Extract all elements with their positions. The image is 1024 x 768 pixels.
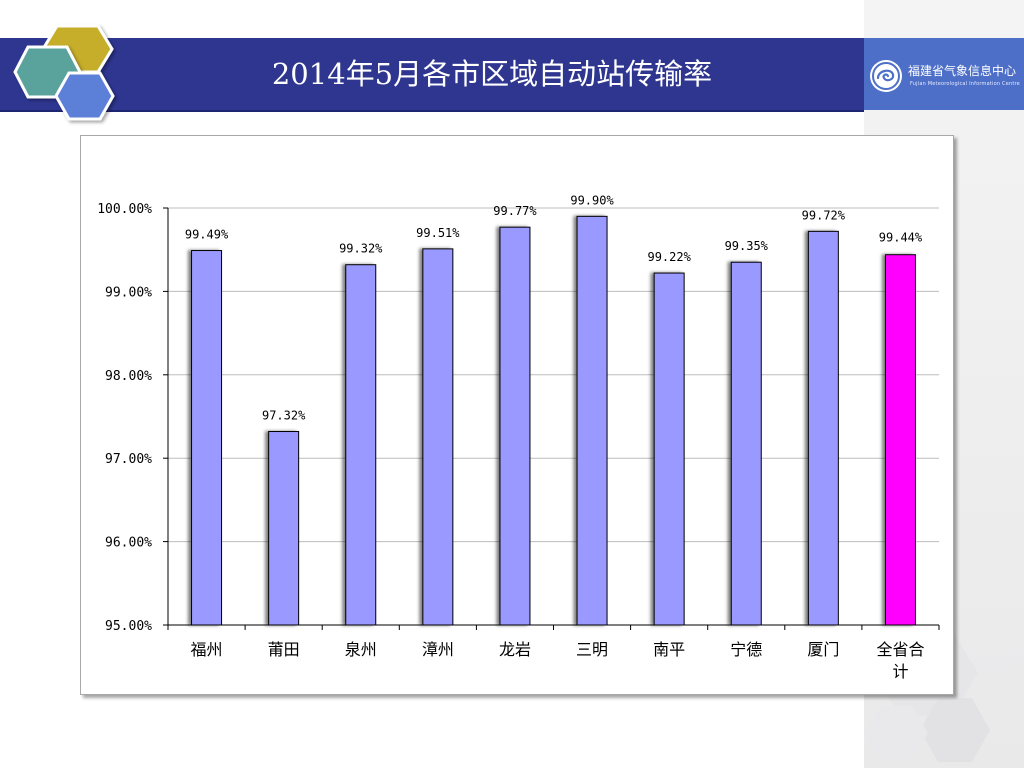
x-category-label: 漳州 bbox=[422, 640, 454, 659]
x-category-label: 计 bbox=[892, 662, 908, 681]
bar-province-total bbox=[884, 254, 916, 626]
y-tick-label: 100.00% bbox=[97, 202, 152, 217]
page-title: 2014年5月各市区域自动站传输率 bbox=[271, 57, 713, 91]
bar-chart: 95.00% 96.00% 97.00% 98.00% 99.00% 100.00% 99… bbox=[97, 193, 940, 681]
bar bbox=[345, 264, 377, 626]
x-category-label: 莆田 bbox=[268, 640, 300, 659]
y-tick-label: 95.00% bbox=[105, 619, 152, 634]
hexagon-blue bbox=[54, 71, 115, 121]
data-label: 99.49% bbox=[185, 228, 229, 242]
data-label: 99.77% bbox=[493, 204, 537, 218]
bar bbox=[807, 230, 839, 626]
x-category-label: 泉州 bbox=[345, 640, 377, 659]
data-label-highlight: 99.44% bbox=[879, 231, 923, 245]
organization-name-en: Fujian Meteorological Information Centre bbox=[910, 81, 1020, 87]
data-label: 97.32% bbox=[262, 409, 306, 423]
organization-name: 福建省气象信息中心 bbox=[908, 64, 1017, 78]
data-label: 99.35% bbox=[725, 239, 769, 253]
x-category-label: 龙岩 bbox=[499, 640, 531, 659]
data-label: 99.22% bbox=[647, 250, 691, 264]
title-bar bbox=[0, 38, 864, 112]
bar bbox=[730, 261, 762, 626]
y-tick-label: 98.00% bbox=[105, 369, 152, 384]
x-category-label: 三明 bbox=[576, 640, 608, 659]
y-tick-label: 99.00% bbox=[105, 285, 152, 300]
data-label: 99.90% bbox=[570, 193, 614, 207]
x-category-label: 厦门 bbox=[807, 640, 839, 659]
y-tick-label: 97.00% bbox=[105, 452, 152, 467]
data-label: 99.32% bbox=[339, 242, 383, 256]
data-label: 99.51% bbox=[416, 226, 460, 240]
y-tick-label: 96.00% bbox=[105, 536, 152, 551]
x-category-label: 南平 bbox=[653, 640, 685, 659]
bar bbox=[499, 226, 531, 626]
hexagon-decoration-icon bbox=[13, 24, 115, 121]
bar bbox=[422, 248, 454, 626]
bar bbox=[653, 272, 685, 626]
data-label: 99.72% bbox=[802, 208, 846, 222]
x-category-label: 福州 bbox=[191, 640, 223, 659]
bar bbox=[576, 215, 608, 626]
meteorological-center-logo-icon bbox=[870, 60, 902, 92]
bar bbox=[268, 431, 300, 626]
bar bbox=[191, 250, 223, 626]
x-category-label: 宁德 bbox=[730, 640, 762, 659]
x-category-label: 全省合 bbox=[876, 640, 924, 659]
